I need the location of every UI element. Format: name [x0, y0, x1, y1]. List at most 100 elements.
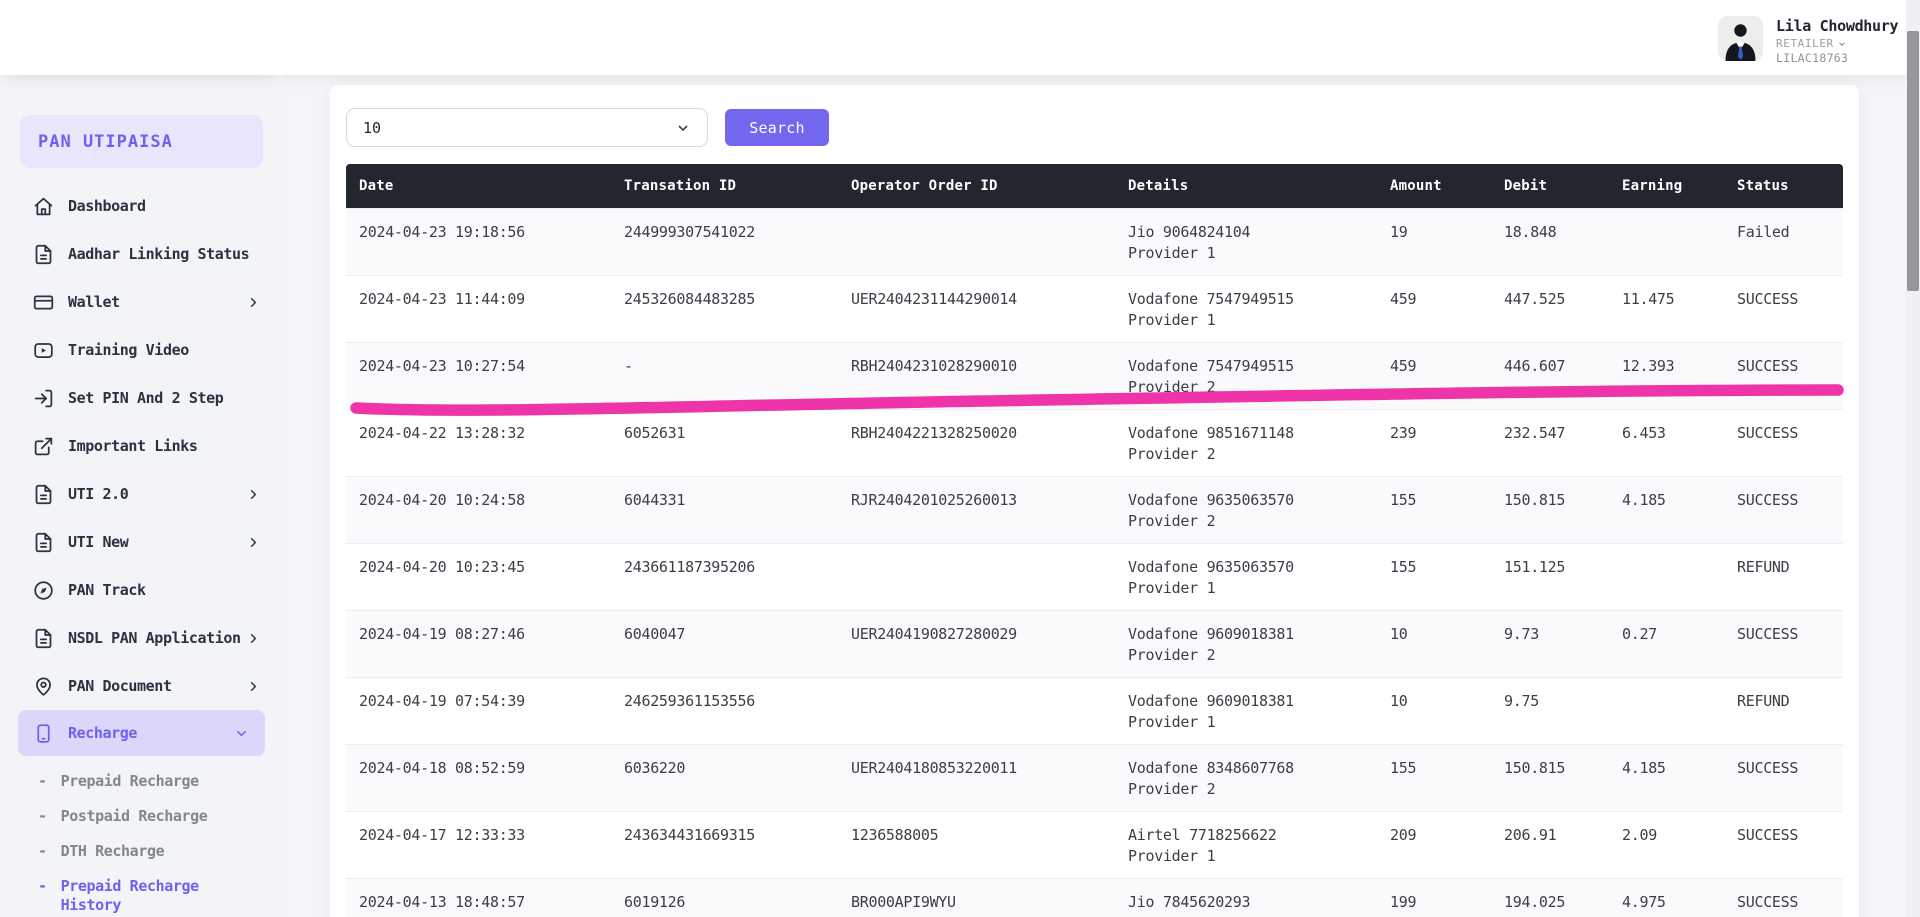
cell-earning	[1609, 207, 1724, 275]
cell-debit: 150.815	[1491, 743, 1609, 811]
column-header-date: Date	[346, 164, 611, 208]
document-icon	[33, 244, 54, 265]
sidebar-logo-area	[0, 0, 283, 75]
details-line: Jio 9064824104	[1128, 222, 1251, 241]
table-header-row: Date Transation ID Operator Order ID Detail…	[346, 164, 1843, 208]
cell-earning: 11.475	[1609, 274, 1724, 342]
column-header-earning: Earning	[1609, 164, 1724, 208]
cell-status: Failed	[1724, 207, 1843, 275]
sidebar-item-uti-new[interactable]: UTI New	[0, 518, 283, 566]
sidebar-item-wallet[interactable]: Wallet	[0, 278, 283, 326]
sidebar-item-label: Training Video	[68, 341, 189, 359]
sidebar-item-dashboard[interactable]: Dashboard	[0, 182, 283, 230]
table-row: 2024-04-22 13:28:32 6052631 RBH24042213282…	[346, 408, 1843, 476]
cell-transation-id: 6019126	[611, 877, 838, 917]
cell-operator-order-id: UER2404231144290014	[838, 274, 1115, 342]
sidebar-item-label: UTI New	[68, 533, 129, 551]
cell-operator-order-id: UER2404180853220011	[838, 743, 1115, 811]
cell-amount: 239	[1377, 408, 1491, 476]
smartphone-icon	[33, 723, 54, 744]
details-provider: Provider 1	[1128, 712, 1216, 731]
document-icon	[33, 628, 54, 649]
cell-operator-order-id: RJR2404201025260013	[838, 475, 1115, 543]
sidebar-nav: Dashboard Aadhar Linking Status Wallet Trai…	[0, 182, 283, 756]
chevron-right-icon	[246, 631, 261, 646]
sidebar-subitem-dth-recharge[interactable]: - DTH Recharge	[38, 842, 283, 861]
user-role-dropdown[interactable]: RETAILER	[1776, 37, 1847, 50]
cell-transation-id: 246259361153556	[611, 676, 838, 744]
search-button[interactable]: Search	[725, 109, 829, 146]
chevron-right-icon	[246, 487, 261, 502]
cell-earning: 0.27	[1609, 609, 1724, 677]
sidebar-item-label: Aadhar Linking Status	[68, 245, 250, 263]
sidebar-subitem-label: Prepaid Recharge	[60, 772, 199, 790]
sidebar-item-aadhar-linking-status[interactable]: Aadhar Linking Status	[0, 230, 283, 278]
sidebar-item-label: Set PIN And 2 Step	[68, 389, 224, 407]
cell-status: SUCCESS	[1724, 475, 1843, 543]
cell-date: 2024-04-17 12:33:33	[346, 810, 611, 878]
cell-amount: 155	[1377, 743, 1491, 811]
sidebar-item-set-pin-and-2-step[interactable]: Set PIN And 2 Step	[0, 374, 283, 422]
cell-transation-id: 243634431669315	[611, 810, 838, 878]
cell-earning: 2.09	[1609, 810, 1724, 878]
table-row: 2024-04-19 08:27:46 6040047 UER24041908272…	[346, 609, 1843, 677]
cell-debit: 206.91	[1491, 810, 1609, 878]
chevron-down-icon	[1837, 39, 1847, 49]
cell-details: Vodafone 9851671148 Provider 2	[1115, 408, 1377, 476]
page-scrollbar-thumb[interactable]	[1907, 31, 1919, 291]
cell-operator-order-id: 1236588005	[838, 810, 1115, 878]
details-line: Vodafone 9635063570	[1128, 490, 1294, 509]
cell-transation-id: 6036220	[611, 743, 838, 811]
sidebar-subitem-prepaid-recharge[interactable]: - Prepaid Recharge	[38, 772, 283, 791]
sidebar-item-pan-document[interactable]: PAN Document	[0, 662, 283, 710]
cell-date: 2024-04-23 11:44:09	[346, 274, 611, 342]
cell-amount: 155	[1377, 542, 1491, 610]
cell-details: Vodafone 9609018381 Provider 2	[1115, 609, 1377, 677]
cell-details: Vodafone 9609018381 Provider 1	[1115, 676, 1377, 744]
sidebar-item-nsdl-pan-application[interactable]: NSDL PAN Application	[0, 614, 283, 662]
chevron-right-icon	[246, 535, 261, 550]
cell-status: REFUND	[1724, 676, 1843, 744]
cell-details: Vodafone 7547949515 Provider 2	[1115, 341, 1377, 409]
cell-status: SUCCESS	[1724, 609, 1843, 677]
page-scrollbar-track[interactable]	[1906, 0, 1920, 917]
page-size-select[interactable]: 10	[346, 108, 708, 147]
column-header-amount: Amount	[1377, 164, 1491, 208]
sidebar-item-pan-track[interactable]: PAN Track	[0, 566, 283, 614]
sidebar-subitem-prepaid-recharge-history[interactable]: - Prepaid Recharge History	[38, 877, 283, 915]
cell-debit: 194.025	[1491, 877, 1609, 917]
details-line: Vodafone 9609018381	[1128, 624, 1294, 643]
details-provider: Provider 2	[1128, 377, 1216, 396]
cell-date: 2024-04-22 13:28:32	[346, 408, 611, 476]
cell-transation-id: 6040047	[611, 609, 838, 677]
details-provider: Provider 2	[1128, 511, 1216, 530]
brand-badge[interactable]: PAN UTIPAISA	[20, 115, 263, 168]
sidebar-item-label: Recharge	[68, 724, 138, 742]
cell-transation-id: 6052631	[611, 408, 838, 476]
cell-debit: 18.848	[1491, 207, 1609, 275]
chevron-right-icon	[246, 295, 261, 310]
dash-bullet: -	[38, 877, 47, 895]
cell-operator-order-id	[838, 676, 1115, 744]
sidebar-item-training-video[interactable]: Training Video	[0, 326, 283, 374]
cell-amount: 10	[1377, 676, 1491, 744]
table-row: 2024-04-23 19:18:56 244999307541022 Jio 90…	[346, 207, 1843, 275]
sidebar-item-recharge[interactable]: Recharge	[18, 710, 265, 756]
table-row: 2024-04-17 12:33:33 243634431669315 123658…	[346, 810, 1843, 878]
cell-transation-id: 244999307541022	[611, 207, 838, 275]
cell-earning: 12.393	[1609, 341, 1724, 409]
cell-amount: 19	[1377, 207, 1491, 275]
sidebar-subitem-postpaid-recharge[interactable]: - Postpaid Recharge	[38, 807, 283, 826]
cell-details: Vodafone 7547949515 Provider 1	[1115, 274, 1377, 342]
details-provider: Provider 1	[1128, 846, 1216, 865]
column-header-operator-order-id: Operator Order ID	[838, 164, 1115, 208]
sidebar-item-uti-2-0[interactable]: UTI 2.0	[0, 470, 283, 518]
cell-details: Vodafone 8348607768 Provider 2	[1115, 743, 1377, 811]
cell-debit: 151.125	[1491, 542, 1609, 610]
cell-status: SUCCESS	[1724, 274, 1843, 342]
user-avatar[interactable]	[1718, 16, 1763, 61]
details-line: Vodafone 8348607768	[1128, 758, 1294, 777]
cell-date: 2024-04-23 10:27:54	[346, 341, 611, 409]
cell-date: 2024-04-13 18:48:57	[346, 877, 611, 917]
sidebar-item-important-links[interactable]: Important Links	[0, 422, 283, 470]
